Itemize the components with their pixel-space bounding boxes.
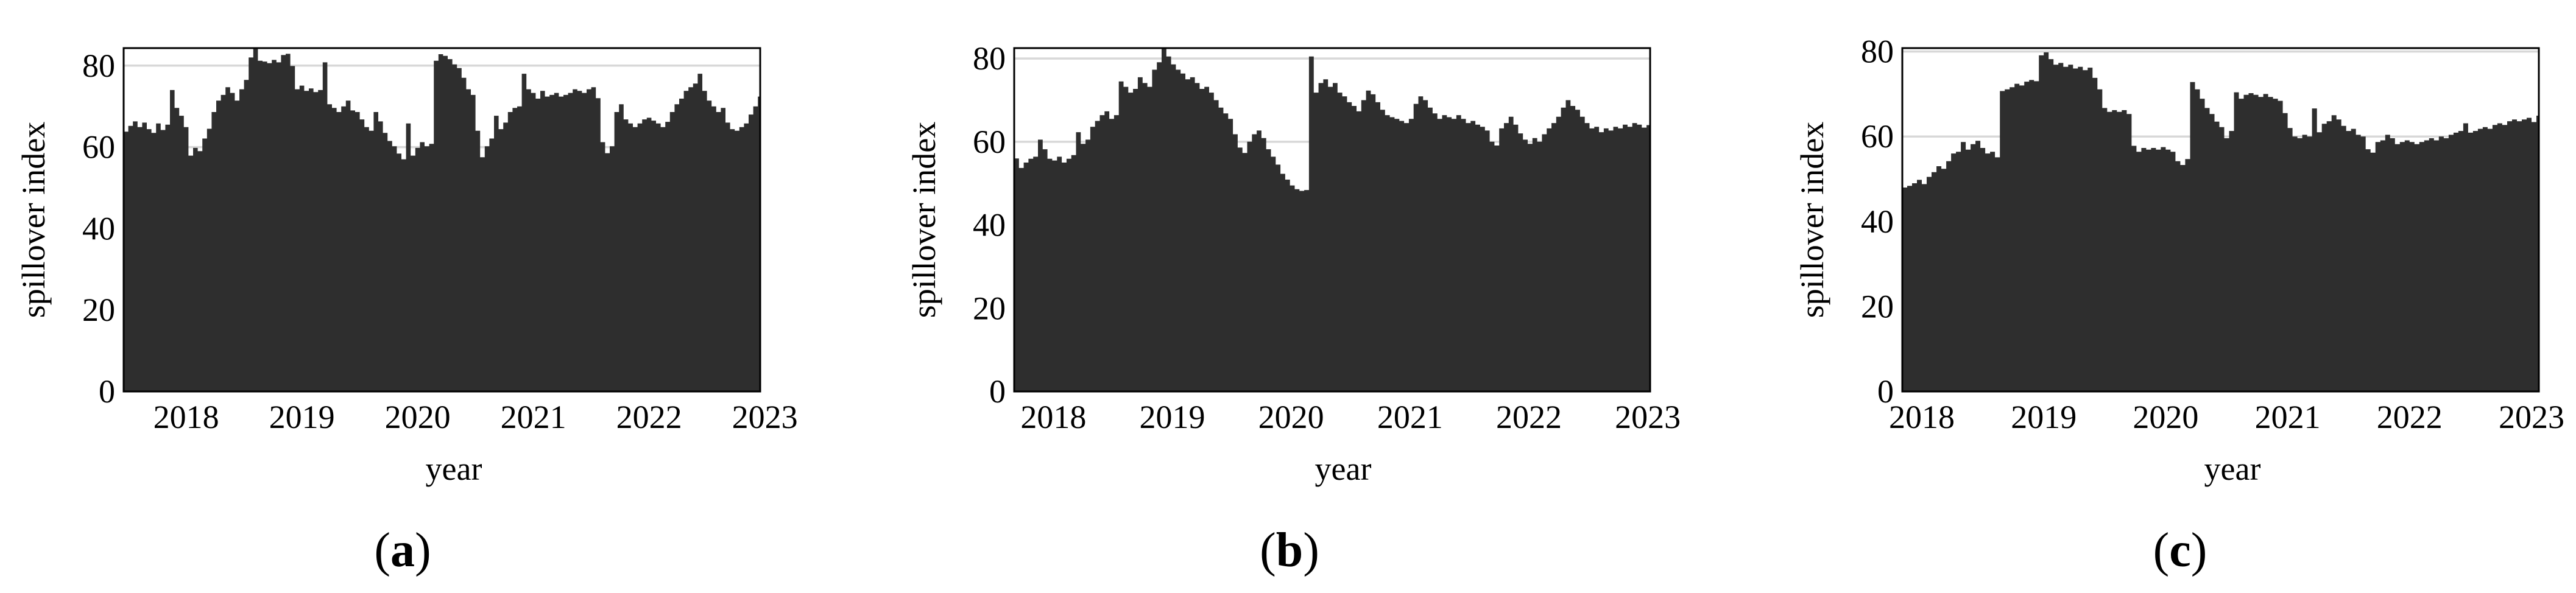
spillover-area-series: [1902, 52, 2539, 391]
caption-letter: c: [2169, 524, 2191, 577]
x-tick-label-2023: 2023: [732, 399, 798, 435]
y-tick-label-60: 60: [82, 129, 115, 166]
area-chart-a: 0 20 40 60 80 2018 2019 2020 2021 2022 2023: [82, 47, 798, 435]
spillover-area-series: [1014, 48, 1650, 391]
x-tick-label-2019: 2019: [2011, 399, 2077, 435]
y-tick-label-60: 60: [1861, 118, 1894, 155]
x-tick-label-2018: 2018: [154, 399, 219, 435]
y-tick-label-20: 20: [1861, 288, 1894, 325]
x-tick-label-2022: 2022: [2377, 399, 2443, 435]
plot-border: [1901, 47, 2540, 393]
y-axis-title-a: spillover index: [15, 121, 52, 318]
y-tick-label-0: 0: [99, 373, 115, 410]
area-chart-c: 0 20 40 60 80 2018 2019 2020 2021 2022 2023: [1861, 33, 2564, 435]
subfigure-caption-b: (b): [1260, 526, 1319, 575]
x-tick-label-2023: 2023: [2499, 399, 2564, 435]
x-tick-label-2022: 2022: [616, 399, 682, 435]
subfigure-caption-c: (c): [2153, 526, 2207, 575]
caption-open-paren: (: [1260, 524, 1276, 577]
y-tick-label-40: 40: [973, 207, 1006, 244]
x-tick-label-2021: 2021: [1377, 399, 1443, 435]
x-tick-label-2019: 2019: [1140, 399, 1205, 435]
area-chart-b: 0 20 40 60 80 2018 2019 2020 2021 2022 2023: [973, 40, 1681, 435]
y-tick-label-80: 80: [82, 47, 115, 84]
caption-close-paren: ): [1303, 524, 1319, 577]
y-tick-label-0: 0: [989, 373, 1006, 410]
x-tick-label-2019: 2019: [269, 399, 335, 435]
caption-letter: a: [390, 524, 415, 577]
y-tick-label-80: 80: [1861, 33, 1894, 70]
x-axis-title-c: year: [2204, 451, 2261, 487]
x-tick-label-2021: 2021: [501, 399, 566, 435]
caption-open-paren: (: [374, 524, 390, 577]
subfigure-caption-a: (a): [374, 526, 431, 575]
y-tick-label-0: 0: [1877, 373, 1894, 410]
x-tick-label-2020: 2020: [385, 399, 451, 435]
plot-border: [1013, 47, 1651, 393]
x-tick-label-2022: 2022: [1496, 399, 1562, 435]
caption-close-paren: ): [2190, 524, 2207, 577]
spillover-area-series: [124, 48, 760, 391]
plot-border: [122, 47, 761, 393]
y-axis-title-b: spillover index: [906, 121, 942, 318]
y-tick-label-40: 40: [82, 210, 115, 247]
caption-close-paren: ): [415, 524, 431, 577]
x-tick-label-2023: 2023: [1615, 399, 1681, 435]
y-tick-label-60: 60: [973, 124, 1006, 160]
y-tick-label-80: 80: [973, 40, 1006, 77]
x-tick-label-2021: 2021: [2255, 399, 2321, 435]
y-axis-title-c: spillover index: [1794, 121, 1830, 318]
x-tick-label-2018: 2018: [1020, 399, 1086, 435]
caption-open-paren: (: [2153, 524, 2170, 577]
x-axis-title-b: year: [1314, 451, 1372, 487]
x-axis-title-a: year: [425, 451, 482, 487]
y-tick-label-40: 40: [1861, 203, 1894, 240]
y-tick-label-20: 20: [973, 290, 1006, 326]
x-tick-label-2018: 2018: [1889, 399, 1955, 435]
x-tick-label-2020: 2020: [2133, 399, 2198, 435]
caption-letter: b: [1276, 524, 1304, 577]
x-tick-label-2020: 2020: [1258, 399, 1324, 435]
y-tick-label-20: 20: [82, 292, 115, 328]
